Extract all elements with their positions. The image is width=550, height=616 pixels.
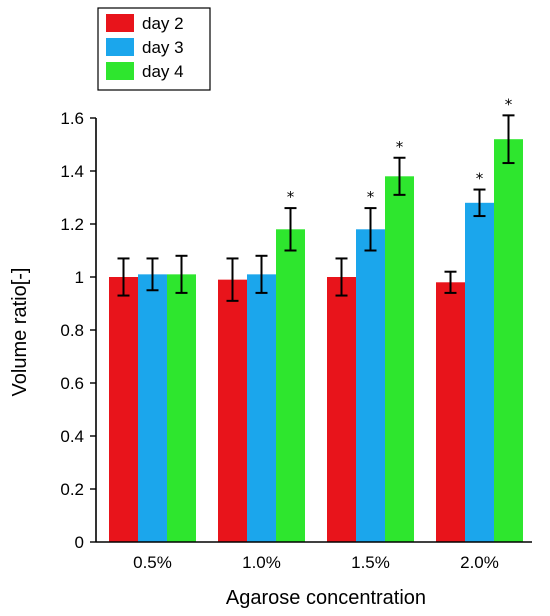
x-tick-label: 2.0% [460,553,499,572]
legend-swatch [106,38,134,56]
y-tick-label: 1.4 [60,162,84,181]
y-tick-label: 0.8 [60,321,84,340]
legend-swatch [106,62,134,80]
y-tick-label: 1 [75,268,84,287]
significance-star: * [505,95,513,113]
bar [385,176,414,543]
significance-star: * [287,188,295,206]
y-tick-label: 0.2 [60,480,84,499]
x-axis-ticks: 0.5% 1.0% 1.5% 2.0% [133,553,499,572]
bar [138,274,167,542]
significance-star: * [367,188,375,206]
bar [247,274,276,542]
bar [465,202,494,543]
y-axis-ticks: 0 0.2 0.4 0.6 0.8 1 1.2 1.4 1.6 [60,109,96,552]
bar [218,279,247,542]
y-tick-label: 1.6 [60,109,84,128]
bar [436,282,465,542]
x-axis-title: Agarose concentration [226,587,426,609]
plot-area: * * * * * [109,95,523,543]
bar [327,277,356,542]
y-tick-label: 1.2 [60,215,84,234]
legend-label: day 4 [142,62,184,81]
legend-label: day 3 [142,38,184,57]
bar [356,229,385,543]
significance-star: * [396,138,404,156]
x-tick-label: 1.0% [242,553,281,572]
x-tick-label: 0.5% [133,553,172,572]
significance-star: * [476,170,484,188]
bar [167,274,196,542]
y-axis-title: Volume ratio[-] [9,268,31,397]
legend-label: day 2 [142,14,184,33]
bar [276,229,305,543]
bar [109,277,138,542]
y-tick-label: 0.6 [60,374,84,393]
legend: day 2 day 3 day 4 [97,7,211,91]
legend-swatch [106,14,134,32]
bar [494,139,523,542]
y-tick-label: 0 [75,533,84,552]
x-tick-label: 1.5% [351,553,390,572]
y-tick-label: 0.4 [60,427,84,446]
